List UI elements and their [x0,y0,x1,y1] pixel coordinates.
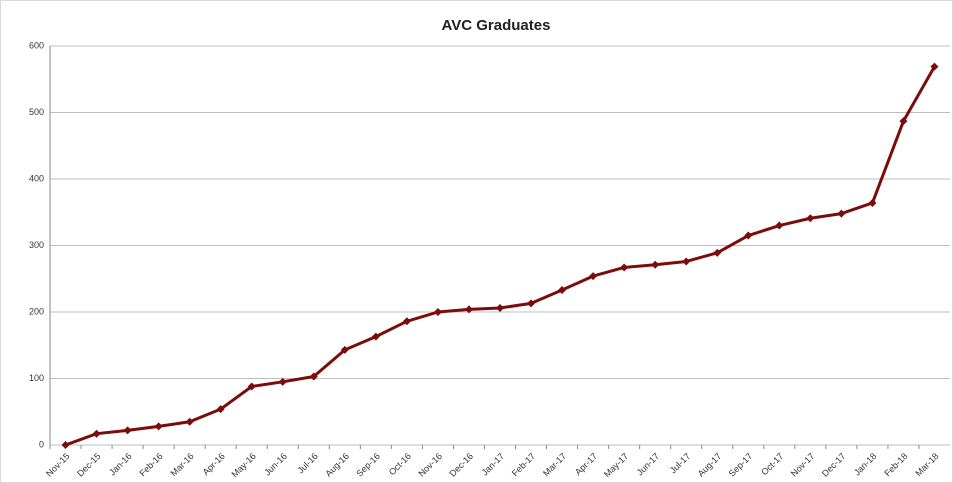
data-point [589,272,598,281]
data-point [837,209,846,218]
data-point [402,317,411,326]
y-tick-label: 300 [29,240,44,250]
data-point [930,62,939,71]
data-point [806,214,815,223]
data-point [651,260,660,269]
data-point [682,257,691,266]
data-point [278,377,287,386]
data-point [527,299,536,308]
data-point [247,382,256,391]
y-tick-label: 100 [29,373,44,383]
data-point [371,332,380,341]
data-point [620,263,629,272]
data-point [154,422,163,431]
y-tick-label: 0 [39,439,44,449]
data-point [92,429,101,438]
data-point [216,405,225,414]
data-point [309,372,318,381]
y-tick-label: 200 [29,306,44,316]
data-point [775,221,784,230]
data-point [899,117,908,126]
data-point [123,426,132,435]
data-point [496,304,504,313]
data-point [713,248,722,257]
chart-title: AVC Graduates [442,17,551,34]
y-tick-label: 400 [29,173,44,183]
data-point [558,286,567,295]
y-tick-label: 500 [29,107,44,117]
data-point [868,198,877,207]
y-tick-label: 600 [29,40,44,50]
data-point [340,345,349,354]
data-point [744,231,753,240]
data-point [433,308,442,316]
data-point [464,305,473,314]
data-point [185,417,194,426]
data-point [61,441,70,449]
